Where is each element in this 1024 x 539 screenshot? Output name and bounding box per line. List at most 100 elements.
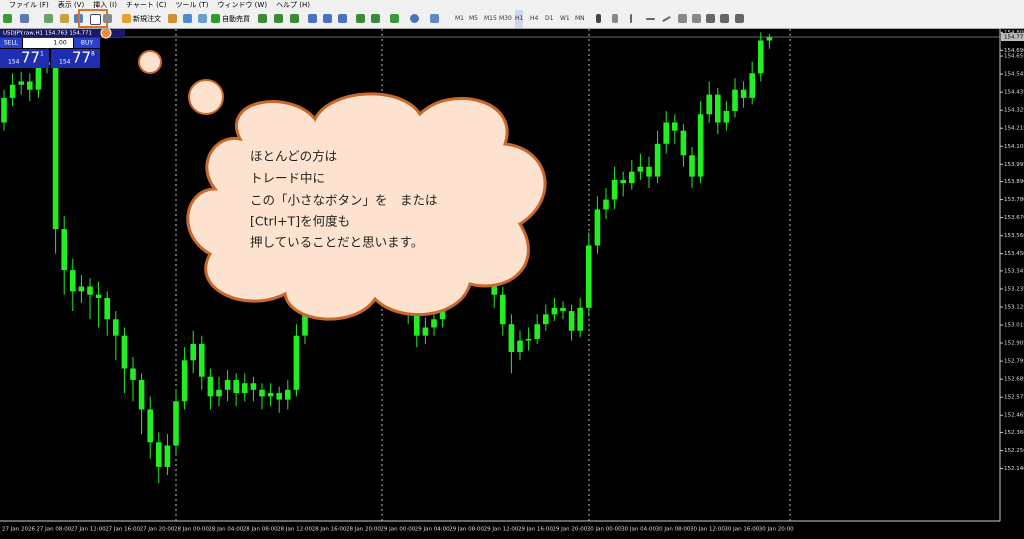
bar-chart-button[interactable]	[258, 14, 267, 23]
zoom-in-button[interactable]	[308, 14, 317, 23]
callout-line: この「小さなボタン」を または	[250, 193, 438, 208]
timeframe-button[interactable]: D1	[545, 15, 554, 22]
sell-price-small: 1	[40, 51, 44, 58]
timeframe-button[interactable]: M5	[469, 15, 478, 22]
timeframe-button[interactable]: M30	[499, 15, 512, 22]
candle-body	[27, 81, 33, 90]
candle-body	[749, 73, 755, 98]
y-tick-label: 153.125	[1004, 304, 1024, 310]
speech-bubble: ほとんどの方は トレード中に この「小さなボタン」を または [Ctrl+T]を…	[100, 29, 547, 321]
x-tick-label: 27 Jan 2026	[2, 527, 35, 533]
y-tick-label: 153.560	[1004, 233, 1024, 239]
timeframe-button[interactable]: W1	[560, 15, 570, 22]
x-tick-label: 27 Jan 08:00	[36, 527, 71, 533]
candle-body	[637, 166, 644, 172]
data-window-button[interactable]	[60, 14, 69, 23]
metaeditor-button[interactable]	[168, 14, 177, 23]
arrows-button[interactable]	[735, 14, 744, 23]
callout-line: 押していることだと思います。	[250, 235, 423, 250]
zoom-out-button[interactable]	[323, 14, 332, 23]
chart-shift-button[interactable]	[371, 14, 380, 23]
candle-body	[517, 340, 523, 353]
text-button[interactable]	[706, 14, 715, 23]
timeframe-button[interactable]: H4	[530, 15, 539, 22]
y-tick-label: 154.655	[1004, 54, 1024, 60]
new-chart-button[interactable]	[3, 14, 12, 23]
symbol-bar	[0, 29, 125, 37]
candle-body	[766, 37, 773, 41]
timeframe-button[interactable]: H1	[515, 10, 524, 28]
profiles-button[interactable]	[20, 14, 29, 23]
y-tick-label: 152.685	[1004, 377, 1024, 383]
timeframe-button[interactable]: MN	[575, 15, 585, 22]
menu-item[interactable]: ウィンドウ (W)	[217, 1, 268, 9]
y-tick-label: 152.250	[1004, 448, 1024, 454]
auto-trading-icon[interactable]	[211, 14, 220, 23]
auto-trading-button[interactable]: 自動売買	[222, 15, 250, 23]
line-chart-button[interactable]	[290, 14, 299, 23]
sell-price-box[interactable]	[0, 49, 49, 68]
new-order-button[interactable]: 新規注文	[133, 15, 161, 23]
fibo-button[interactable]	[692, 14, 701, 23]
candle-body	[199, 343, 205, 377]
candle-body	[689, 155, 695, 177]
sell-price-big: 154	[8, 59, 20, 66]
crosshair-button[interactable]	[612, 14, 618, 23]
candle-body	[431, 319, 437, 328]
menu-item[interactable]: ヘルプ (H)	[276, 1, 311, 9]
candle-body	[259, 389, 265, 397]
market-watch-button[interactable]	[44, 14, 53, 23]
hline-button[interactable]	[646, 18, 655, 20]
candle-body	[35, 65, 42, 90]
menu-item[interactable]: 表示 (V)	[57, 1, 85, 9]
timeframe-button[interactable]: M15	[484, 15, 497, 22]
new-order-icon[interactable]	[122, 14, 131, 23]
pointer-dot	[100, 29, 112, 39]
candle-chart-button[interactable]	[274, 14, 283, 23]
y-tick-label: 153.015	[1004, 323, 1024, 329]
toolbar: 新規注文 自動売買 M1 M5 M15 M30 H1 H4 D1 W1 MN	[0, 9, 1024, 29]
menu-item[interactable]: チャート (C)	[125, 1, 167, 9]
candle-body	[61, 229, 67, 271]
candle-body	[267, 393, 274, 397]
buy-button[interactable]	[74, 38, 100, 48]
candle-body	[224, 379, 231, 390]
y-tick-label: 154.435	[1004, 90, 1024, 96]
x-tick-label: 28 Jan 20:00	[346, 527, 381, 533]
x-tick-label: 27 Jan 12:00	[71, 527, 106, 533]
periods-button[interactable]	[410, 14, 419, 23]
trendline-button[interactable]	[662, 15, 671, 23]
buy-price-box[interactable]	[51, 49, 100, 68]
candle-body	[654, 143, 661, 177]
vline-button[interactable]	[630, 14, 632, 23]
candle-body	[121, 335, 128, 369]
label-button[interactable]	[720, 14, 729, 23]
timeframe-button[interactable]: M1	[455, 15, 464, 22]
y-tick-label: 152.905	[1004, 341, 1024, 347]
candle-body	[697, 114, 704, 177]
lots-input[interactable]	[23, 38, 73, 48]
indicators-button[interactable]	[390, 14, 399, 23]
menu-item[interactable]: ツール (T)	[175, 1, 209, 9]
button[interactable]	[198, 14, 207, 23]
candle-body	[551, 307, 558, 315]
x-tick-label: 27 Jan 20:00	[140, 527, 175, 533]
button[interactable]	[183, 14, 192, 23]
candle-body	[181, 360, 188, 402]
autoscroll-button[interactable]	[356, 14, 365, 23]
templates-button[interactable]	[430, 14, 439, 23]
tester-button[interactable]	[103, 14, 112, 23]
menu-item[interactable]: 挿入 (I)	[93, 1, 117, 9]
channel-button[interactable]	[678, 14, 687, 23]
buy-price-big: 154	[59, 59, 71, 66]
sell-button[interactable]	[0, 38, 22, 48]
terminal-button[interactable]	[90, 14, 101, 25]
candle-body	[242, 383, 248, 394]
x-tick-label: 28 Jan 08:00	[243, 527, 278, 533]
sell-label: SELL	[4, 40, 19, 47]
tile-button[interactable]	[338, 14, 347, 23]
candle-body	[629, 171, 635, 184]
y-tick-label: 153.670	[1004, 215, 1024, 221]
cursor-button[interactable]	[596, 14, 601, 23]
menu-item[interactable]: ファイル (F)	[9, 1, 49, 9]
